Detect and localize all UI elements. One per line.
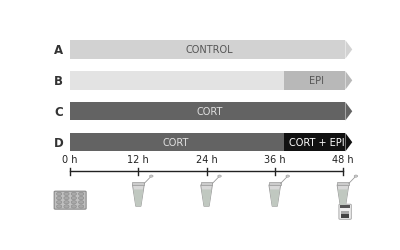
Bar	[70, 103, 346, 121]
Polygon shape	[337, 185, 349, 206]
Polygon shape	[346, 134, 352, 152]
Polygon shape	[202, 190, 212, 206]
Polygon shape	[201, 185, 212, 206]
Polygon shape	[201, 182, 212, 185]
Polygon shape	[133, 190, 143, 206]
Circle shape	[218, 175, 221, 178]
Text: D: D	[54, 136, 64, 149]
Circle shape	[56, 197, 62, 200]
Circle shape	[150, 175, 153, 178]
Text: 0 h: 0 h	[62, 155, 78, 165]
Text: 48 h: 48 h	[332, 155, 354, 165]
Circle shape	[71, 201, 76, 204]
Polygon shape	[346, 41, 352, 59]
FancyBboxPatch shape	[54, 192, 86, 209]
Polygon shape	[346, 103, 352, 121]
Circle shape	[71, 192, 76, 196]
Circle shape	[78, 197, 84, 200]
Circle shape	[354, 175, 358, 178]
Text: 36 h: 36 h	[264, 155, 286, 165]
Polygon shape	[132, 185, 144, 206]
Bar	[341, 214, 350, 218]
Bar	[284, 134, 346, 152]
Polygon shape	[346, 72, 352, 90]
Text: A: A	[54, 44, 63, 57]
Polygon shape	[337, 182, 349, 185]
FancyBboxPatch shape	[340, 205, 350, 208]
Bar	[341, 212, 350, 214]
Polygon shape	[269, 185, 281, 206]
Circle shape	[71, 197, 76, 200]
Circle shape	[64, 192, 69, 196]
Circle shape	[56, 201, 62, 204]
Text: 24 h: 24 h	[196, 155, 218, 165]
Polygon shape	[269, 182, 281, 185]
Bar	[70, 134, 284, 152]
Text: CORT: CORT	[196, 107, 223, 117]
Text: EPI: EPI	[309, 76, 324, 86]
Polygon shape	[338, 190, 348, 206]
Text: C: C	[54, 105, 63, 118]
Text: CORT + EPI: CORT + EPI	[289, 138, 344, 147]
Circle shape	[56, 192, 62, 196]
Circle shape	[78, 201, 84, 204]
Circle shape	[64, 205, 69, 208]
Bar	[284, 72, 346, 90]
Polygon shape	[132, 182, 144, 185]
Text: 12 h: 12 h	[128, 155, 149, 165]
Bar	[70, 41, 346, 59]
Circle shape	[64, 201, 69, 204]
Bar	[70, 72, 284, 90]
Circle shape	[78, 192, 84, 196]
Polygon shape	[270, 190, 280, 206]
FancyBboxPatch shape	[339, 204, 351, 220]
Text: B: B	[54, 74, 63, 88]
Circle shape	[71, 205, 76, 208]
Circle shape	[56, 205, 62, 208]
Text: CONTROL: CONTROL	[186, 45, 233, 55]
Text: CORT: CORT	[162, 138, 188, 147]
Circle shape	[286, 175, 290, 178]
Circle shape	[78, 205, 84, 208]
Circle shape	[64, 197, 69, 200]
